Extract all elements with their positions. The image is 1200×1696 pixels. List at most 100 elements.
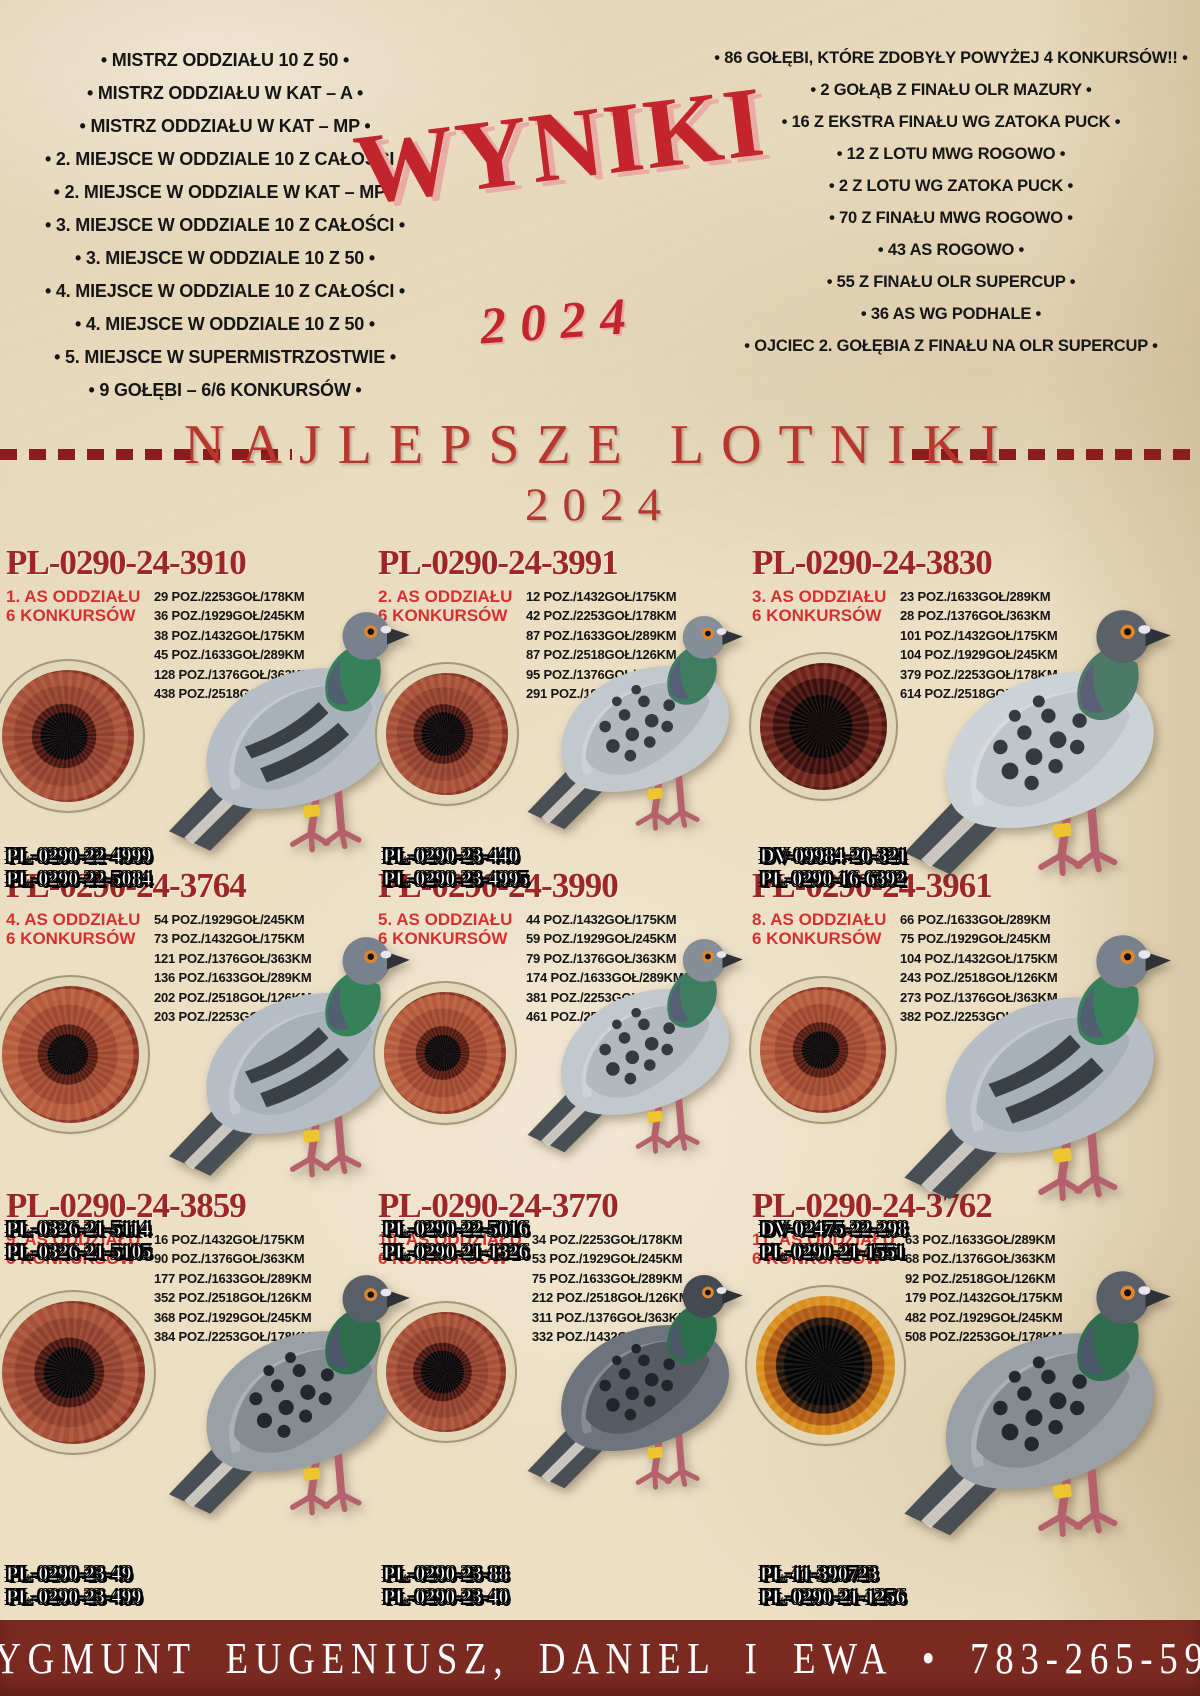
pigeon-card: PL-0290-24-3770 10. AS ODDZIAŁU 6 KONKUR… — [378, 1187, 744, 1609]
parent-rings: PL-11-390723 PL-0290-21-1256 — [760, 1563, 907, 1609]
parent-ring: PL-0290-22-4999 — [6, 845, 153, 868]
achievement-item: MISTRZ ODDZIAŁU W KAT – MP — [0, 110, 450, 143]
as-line-1: 2. AS ODDZIAŁU — [378, 586, 513, 606]
parent-rings: PL-0290-23-49 PL-0290-23-499 — [6, 1563, 143, 1609]
divider-dash-right — [912, 449, 1200, 460]
achievement-item: 2. MIEJSCE W ODDZIALE W KAT – MP — [0, 176, 450, 209]
achievement-item: 12 Z LOTU MWG ROGOWO — [712, 138, 1190, 170]
as-rank-label: 1. AS ODDZIAŁU 6 KONKURSÓW — [6, 587, 144, 625]
result-line: 34 POZ./2253GOŁ/178KM — [531, 1231, 683, 1247]
as-rank-label: 9. AS ODDZIAŁU 6 KONKURSÓW — [6, 1230, 144, 1268]
results-list: 63 POZ./1633GOŁ/289KM 68 POZ./1376GOŁ/363… — [904, 1230, 1063, 1347]
pigeon-eye-photo — [2, 986, 139, 1123]
achievement-item: 3. MIEJSCE W ODDZIALE 10 Z CAŁOŚCI — [0, 209, 450, 242]
as-line-1: 11. AS ODDZIAŁU — [752, 1229, 895, 1249]
achievement-item: 55 Z FINAŁU OLR SUPERCUP — [712, 266, 1190, 298]
parent-rings: DV-09984-20-321 PL-0290-16-6392 — [759, 845, 908, 891]
parent-ring: PL-0290-23-88 — [383, 1563, 510, 1586]
result-line: 28 POZ./1376GOŁ/363KM — [900, 608, 1051, 624]
achievement-item: 2 Z LOTU WG ZATOKA PUCK — [712, 170, 1190, 202]
achievement-item: 43 AS ROGOWO — [712, 234, 1190, 266]
achievement-item: MISTRZ ODDZIAŁU W KAT – A — [0, 77, 450, 110]
achievement-item: 9 GOŁĘBI – 6/6 KONKURSÓW — [0, 374, 450, 407]
pigeon-photo — [890, 892, 1200, 1216]
result-line: 29 POZ./2253GOŁ/178KM — [154, 588, 305, 604]
pigeon-card: PL-0290-24-3762 11. AS ODDZIAŁU 6 KONKUR… — [752, 1187, 1194, 1609]
result-line: 179 POZ./1432GOŁ/175KM — [904, 1290, 1063, 1306]
parent-ring: PL-0290-23-440 — [383, 845, 520, 868]
result-line: 44 POZ./1432GOŁ/175KM — [526, 911, 677, 927]
result-line: 384 POZ./2253GOŁ/178KM — [154, 1329, 312, 1345]
result-line: 243 POZ./2518GOŁ/126KM — [900, 970, 1058, 986]
result-line: 87 POZ./2518GOŁ/126KM — [526, 647, 677, 663]
achievement-item: MISTRZ ODDZIAŁU 10 Z 50 — [0, 44, 450, 77]
parent-rings: PL-0290-23-88 PL-0290-23-40 — [383, 1563, 510, 1609]
pigeon-eye-photo — [760, 987, 886, 1113]
result-line: 202 POZ./2518GOŁ/126KM — [154, 989, 312, 1005]
achievement-item: 70 Z FINAŁU MWG ROGOWO — [712, 202, 1190, 234]
pigeon-photo — [516, 581, 768, 843]
as-line-1: 3. AS ODDZIAŁU — [752, 586, 887, 606]
result-line: 75 POZ./1633GOŁ/289KM — [531, 1270, 683, 1286]
result-line: 482 POZ./1929GOŁ/245KM — [904, 1309, 1063, 1325]
result-line: 38 POZ./1432GOŁ/175KM — [154, 627, 305, 643]
card-info: 4. AS ODDZIAŁU 6 KONKURSÓW 54 POZ./1929G… — [6, 910, 368, 1027]
result-line: 79 POZ./1376GOŁ/363KM — [526, 950, 677, 966]
as-line-2: 6 KONKURSÓW — [752, 605, 882, 625]
pigeon-eye-photo — [386, 1312, 506, 1432]
ring-number: PL-0290-24-3990 — [378, 866, 619, 905]
result-line: 352 POZ./2518GOŁ/126KM — [154, 1290, 312, 1306]
result-line: 45 POZ./1633GOŁ/289KM — [154, 647, 305, 663]
card-info: 11. AS ODDZIAŁU 6 KONKURSÓW 63 POZ./1633… — [752, 1230, 1194, 1347]
as-line-2: 6 KONKURSÓW — [378, 928, 508, 948]
ring-number: PL-0290-24-3910 — [6, 543, 247, 582]
achievement-item: 5. MIEJSCE W SUPERMISTRZOSTWIE — [0, 341, 450, 374]
result-line: 212 POZ./2518GOŁ/126KM — [531, 1290, 690, 1306]
result-line: 16 POZ./1432GOŁ/175KM — [154, 1231, 305, 1247]
result-line: 104 POZ./1432GOŁ/175KM — [900, 950, 1058, 966]
as-line-1: 1. AS ODDZIAŁU — [6, 586, 141, 606]
as-line-1: 4. AS ODDZIAŁU — [6, 909, 141, 929]
parent-ring: DV-09984-20-321 — [759, 845, 908, 868]
parent-ring: PL-0290-22-5084 — [6, 868, 153, 891]
parent-ring: DV-02475-22-298 — [759, 1218, 908, 1241]
parent-ring: PL-0290-23-4995 — [383, 868, 530, 891]
achievement-item: 16 Z EKSTRA FINAŁU WG ZATOKA PUCK — [712, 106, 1190, 138]
parent-ring: PL-0290-23-40 — [383, 1586, 510, 1609]
section-year: 2024 — [525, 479, 675, 531]
footer-bar: ZYGMUNT EUGENIUSZ, DANIEL I EWA • 783-26… — [0, 1620, 1200, 1696]
result-line: 54 POZ./1929GOŁ/245KM — [154, 911, 305, 927]
card-info: 1. AS ODDZIAŁU 6 KONKURSÓW 29 POZ./2253G… — [6, 587, 368, 704]
result-line: 92 POZ./2518GOŁ/126KM — [904, 1270, 1056, 1286]
result-line: 121 POZ./1376GOŁ/363KM — [154, 950, 312, 966]
results-list: 54 POZ./1929GOŁ/245KM 73 POZ./1432GOŁ/175… — [154, 910, 312, 1027]
ring-number: PL-0290-24-3830 — [752, 543, 993, 582]
owner-names: ZYGMUNT EUGENIUSZ, DANIEL I EWA — [0, 1633, 894, 1683]
results-list: 29 POZ./2253GOŁ/178KM 36 POZ./1929GOŁ/245… — [154, 587, 312, 704]
parent-ring: PL-0326-21-5105 — [6, 1241, 153, 1264]
achievement-item: 4. MIEJSCE W ODDZIALE 10 Z 50 — [0, 308, 450, 341]
pigeon-card: PL-0290-24-3961 8. AS ODDZIAŁU 6 KONKURS… — [752, 867, 1194, 1264]
parent-ring: PL-0326-21-5114 — [6, 1218, 151, 1241]
parent-ring: PL-0290-23-499 — [6, 1586, 143, 1609]
pigeon-eye-photo — [2, 670, 134, 802]
footer-bullet: • — [921, 1633, 942, 1683]
achievement-item: 4. MIEJSCE W ODDZIALE 10 Z CAŁOŚCI — [0, 275, 450, 308]
result-line: 379 POZ./2253GOŁ/178KM — [900, 666, 1058, 682]
achievement-item: 86 GOŁĘBI, KTÓRE ZDOBYŁY POWYŻEJ 4 KONKU… — [712, 42, 1190, 74]
as-line-2: 6 KONKURSÓW — [752, 1248, 882, 1268]
parent-rings: PL-0326-21-5114 PL-0326-21-5105 — [6, 1218, 153, 1264]
result-line: 368 POZ./1929GOŁ/245KM — [154, 1309, 312, 1325]
as-line-2: 6 KONKURSÓW — [6, 605, 136, 625]
as-line-1: 8. AS ODDZIAŁU — [752, 909, 887, 929]
ring-number: PL-0290-24-3859 — [6, 1186, 247, 1225]
result-line: 59 POZ./1929GOŁ/245KM — [526, 931, 677, 947]
achievement-item: 3. MIEJSCE W ODDZIALE 10 Z 50 — [0, 242, 450, 275]
pigeon-eye-photo — [386, 673, 508, 795]
pigeon-card: PL-0290-24-3990 5. AS ODDZIAŁU 6 KONKURS… — [378, 866, 744, 1264]
result-line: 66 POZ./1633GOŁ/289KM — [900, 911, 1051, 927]
result-line: 73 POZ./1432GOŁ/175KM — [154, 931, 305, 947]
result-line: 87 POZ./1633GOŁ/289KM — [526, 627, 677, 643]
result-line: 42 POZ./2253GOŁ/178KM — [526, 608, 677, 624]
result-line: 75 POZ./1929GOŁ/245KM — [900, 931, 1051, 947]
